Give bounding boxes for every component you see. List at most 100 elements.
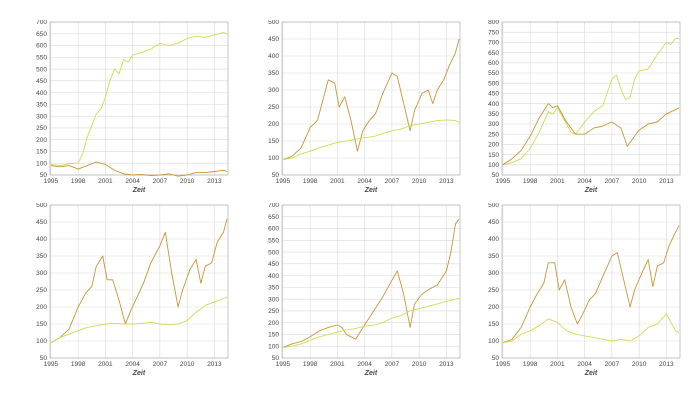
x-tick-label: 2010 [412, 361, 427, 368]
y-tick-label: 350 [268, 70, 279, 77]
x-tick-label: 2001 [98, 178, 113, 185]
x-axis-label: Zeit [364, 370, 378, 377]
y-tick-label: 300 [36, 270, 47, 277]
y-tick-label: 300 [36, 113, 47, 120]
y-tick-label: 750 [488, 29, 499, 36]
series-line-yellow [50, 32, 228, 167]
y-tick-label: 550 [36, 55, 47, 62]
y-tick-label: 700 [36, 20, 47, 26]
y-tick-label: 350 [36, 253, 47, 260]
series-line-yellow [50, 297, 228, 344]
x-tick-label: 1995 [276, 361, 291, 368]
chart-panel-2: 50 100 150 200 250 300 350 400 450 500 1995 1998 200… [268, 20, 461, 194]
y-tick-label: 200 [36, 137, 47, 144]
y-tick-label: 250 [36, 125, 47, 132]
y-tick-label: 650 [488, 50, 499, 57]
x-tick-label: 2007 [153, 178, 168, 185]
series-line-orange [50, 218, 228, 344]
y-tick-label: 50 [40, 172, 48, 179]
y-tick-label: 500 [488, 203, 499, 209]
y-tick-label: 200 [488, 142, 499, 149]
y-tick-label: 50 [272, 355, 280, 362]
y-tick-label: 250 [268, 104, 279, 111]
y-tick-label: 50 [492, 172, 500, 179]
y-tick-label: 300 [268, 296, 279, 303]
x-tick-label: 2001 [550, 178, 565, 185]
y-tick-label: 100 [268, 155, 279, 162]
x-tick-label: 1995 [44, 361, 59, 368]
series-line-orange [50, 161, 228, 177]
y-tick-label: 50 [492, 355, 500, 362]
y-tick-label: 150 [268, 332, 279, 339]
x-tick-label: 2004 [357, 361, 372, 368]
y-tick-label: 650 [36, 31, 47, 38]
chart-panel-6: 50 100 150 200 250 300 350 400 450 500 1995 1998 200… [488, 203, 681, 377]
y-tick-label: 600 [268, 226, 279, 233]
y-tick-label: 150 [36, 149, 47, 156]
x-tick-label: 2010 [632, 361, 647, 368]
x-tick-label: 2007 [605, 178, 620, 185]
x-tick-label: 2013 [207, 361, 222, 368]
x-tick-label: 1998 [523, 361, 538, 368]
plot-frame [281, 204, 461, 359]
x-tick-label: 2004 [125, 361, 140, 368]
y-tick-label: 400 [268, 53, 279, 60]
x-tick-label: 2007 [385, 178, 400, 185]
x-tick-label: 2013 [659, 361, 674, 368]
x-tick-label: 1995 [496, 178, 511, 185]
chart-panel-1: 50 100 150 200 250 300 350 400 450 500 550 600 650 70… [36, 20, 229, 194]
x-tick-label: 2007 [385, 361, 400, 368]
y-tick-label: 400 [36, 90, 47, 97]
y-tick-label: 400 [488, 236, 499, 243]
y-tick-label: 650 [268, 214, 279, 221]
y-tick-label: 50 [272, 172, 280, 179]
x-axis-label: Zeit [132, 370, 146, 377]
x-tick-label: 2013 [439, 178, 454, 185]
plot-frame [281, 21, 461, 176]
y-tick-label: 500 [36, 203, 47, 209]
y-tick-label: 250 [36, 287, 47, 294]
series-line-yellow [282, 119, 460, 161]
x-axis-label: Zeit [364, 187, 378, 194]
plot-frame [501, 21, 681, 176]
y-tick-label: 100 [488, 162, 499, 169]
x-tick-label: 1998 [71, 361, 86, 368]
series-line-orange [502, 225, 680, 344]
y-tick-label: 350 [488, 111, 499, 118]
y-tick-label: 250 [488, 131, 499, 138]
y-tick-label: 800 [488, 20, 499, 26]
x-tick-label: 2013 [439, 361, 454, 368]
y-tick-label: 350 [488, 253, 499, 260]
x-tick-label: 1995 [496, 361, 511, 368]
series-line-orange [282, 38, 460, 161]
y-tick-label: 500 [36, 66, 47, 73]
x-tick-label: 2013 [207, 178, 222, 185]
y-tick-label: 700 [268, 203, 279, 209]
x-tick-label: 2007 [153, 361, 168, 368]
x-tick-label: 1995 [44, 178, 59, 185]
x-axis-label: Zeit [132, 187, 146, 194]
x-tick-label: 2010 [180, 361, 195, 368]
x-tick-label: 2004 [125, 178, 140, 185]
x-tick-label: 1998 [303, 178, 318, 185]
y-tick-label: 200 [36, 304, 47, 311]
y-tick-label: 150 [488, 152, 499, 159]
y-tick-label: 450 [268, 261, 279, 268]
y-tick-label: 250 [488, 287, 499, 294]
chart-panel-3: 50 100 150 200 250 300 350 400 450 500 550 600 650 70… [488, 20, 681, 194]
y-tick-label: 300 [488, 270, 499, 277]
plot-frame [49, 21, 229, 176]
y-tick-label: 100 [36, 160, 47, 167]
y-tick-label: 500 [488, 80, 499, 87]
y-tick-label: 600 [36, 43, 47, 50]
series-line-yellow [282, 297, 460, 348]
series-line-yellow [502, 37, 680, 166]
y-tick-label: 450 [488, 219, 499, 226]
series-line-orange [502, 103, 680, 166]
y-tick-label: 450 [36, 219, 47, 226]
y-tick-label: 350 [268, 285, 279, 292]
x-axis-label: Zeit [584, 370, 598, 377]
y-tick-label: 150 [268, 138, 279, 145]
y-tick-label: 450 [36, 78, 47, 85]
x-tick-label: 1998 [71, 178, 86, 185]
